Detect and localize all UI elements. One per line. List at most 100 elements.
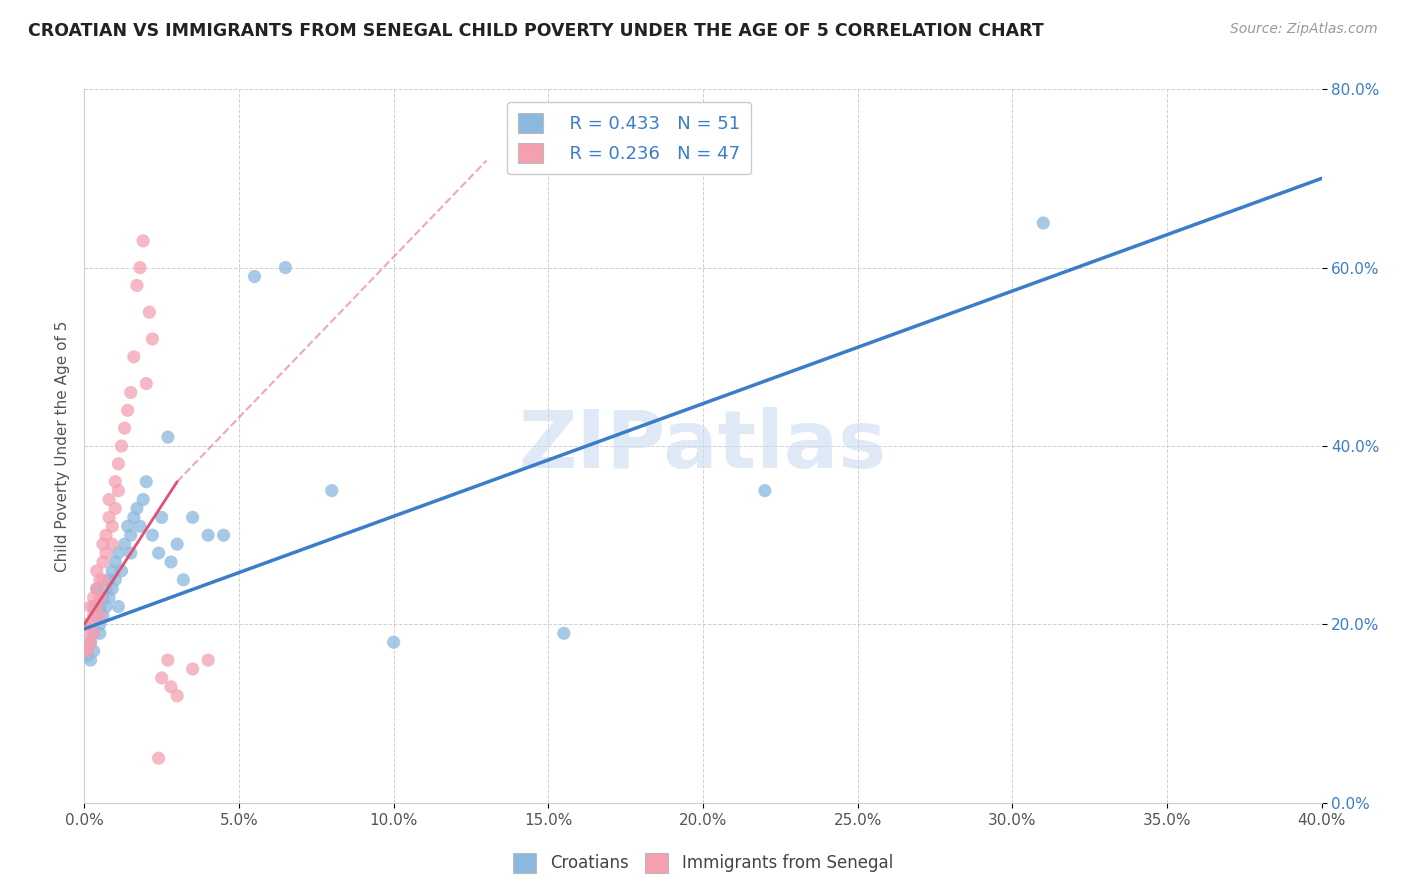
Point (76, 626, 98, 640)
Point (91, 537, 114, 551)
Point (125, 501, 148, 516)
Point (94, 546, 117, 560)
Point (104, 501, 127, 516)
Point (98, 510, 121, 524)
Point (150, 671, 173, 685)
Y-axis label: Child Poverty Under the Age of 5: Child Poverty Under the Age of 5 (55, 320, 70, 572)
Point (86, 599, 108, 614)
Point (107, 457, 129, 471)
Point (79, 635, 101, 649)
Point (89, 599, 111, 614)
Point (98, 591, 121, 605)
Point (122, 350, 145, 364)
Point (243, 269, 266, 284)
Point (114, 537, 136, 551)
Point (79, 617, 101, 632)
Point (86, 582, 108, 596)
Point (98, 573, 121, 587)
Point (94, 582, 117, 596)
Point (150, 510, 173, 524)
Point (94, 599, 117, 614)
Point (141, 528, 163, 542)
Point (148, 546, 170, 560)
Point (110, 564, 132, 578)
Point (117, 403, 139, 417)
Point (120, 385, 142, 400)
Point (94, 528, 117, 542)
Point (91, 591, 114, 605)
Point (181, 662, 204, 676)
Point (83, 644, 105, 658)
Point (117, 519, 139, 533)
Point (76, 644, 98, 658)
Point (104, 573, 127, 587)
Point (83, 591, 105, 605)
Point (160, 680, 183, 694)
Point (382, 635, 405, 649)
Point (114, 421, 136, 435)
Point (1032, 216, 1054, 230)
Point (89, 573, 111, 587)
Point (107, 483, 129, 498)
Point (104, 555, 127, 569)
Point (132, 234, 155, 248)
Point (76, 648, 98, 663)
Point (86, 582, 108, 596)
Point (91, 573, 114, 587)
Point (148, 751, 170, 765)
Point (754, 483, 776, 498)
Point (166, 537, 188, 551)
Point (79, 599, 101, 614)
Legend:   R = 0.433   N = 51,   R = 0.236   N = 47: R = 0.433 N = 51, R = 0.236 N = 47 (508, 102, 751, 174)
Point (129, 260, 152, 275)
Point (553, 626, 575, 640)
Point (135, 376, 157, 391)
Point (104, 475, 127, 489)
Point (197, 653, 219, 667)
Legend: Croatians, Immigrants from Senegal: Croatians, Immigrants from Senegal (506, 847, 900, 880)
Point (83, 608, 105, 623)
Point (125, 278, 148, 293)
Point (83, 599, 105, 614)
Point (101, 537, 124, 551)
Point (141, 332, 163, 346)
Point (76, 640, 98, 654)
Point (160, 555, 183, 569)
Point (79, 653, 101, 667)
Point (86, 564, 108, 578)
Point (98, 492, 121, 507)
Point (91, 555, 114, 569)
Text: Source: ZipAtlas.com: Source: ZipAtlas.com (1230, 22, 1378, 37)
Point (79, 635, 101, 649)
Point (321, 483, 343, 498)
Point (89, 617, 111, 632)
Text: CROATIAN VS IMMIGRANTS FROM SENEGAL CHILD POVERTY UNDER THE AGE OF 5 CORRELATION: CROATIAN VS IMMIGRANTS FROM SENEGAL CHIL… (28, 22, 1043, 40)
Point (75, 617, 97, 632)
Point (138, 305, 160, 319)
Point (135, 475, 157, 489)
Point (156, 430, 179, 444)
Point (122, 510, 145, 524)
Point (101, 564, 124, 578)
Text: ZIPatlas: ZIPatlas (519, 407, 887, 485)
Point (212, 528, 235, 542)
Point (91, 608, 114, 623)
Point (110, 439, 132, 453)
Point (132, 492, 155, 507)
Point (89, 591, 111, 605)
Point (86, 608, 108, 623)
Point (172, 573, 194, 587)
Point (89, 626, 111, 640)
Point (107, 599, 129, 614)
Point (120, 528, 142, 542)
Point (120, 546, 142, 560)
Point (101, 582, 124, 596)
Point (197, 528, 219, 542)
Point (89, 608, 111, 623)
Point (101, 519, 124, 533)
Point (76, 640, 98, 654)
Point (156, 653, 179, 667)
Point (83, 626, 105, 640)
Point (107, 546, 129, 560)
Point (274, 260, 297, 275)
